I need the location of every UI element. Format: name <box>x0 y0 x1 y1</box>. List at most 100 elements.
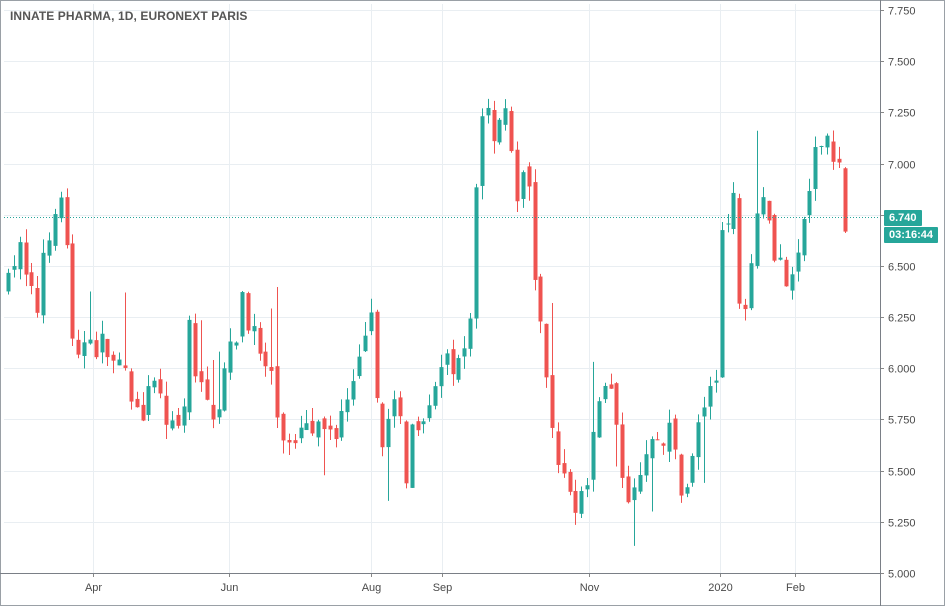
candle-body <box>281 413 286 441</box>
x-tick-label: Apr <box>85 582 102 594</box>
candle-body <box>550 375 555 428</box>
candle-body <box>568 471 573 492</box>
candle-body <box>521 172 526 199</box>
candle-body <box>813 147 818 189</box>
candle-body <box>544 323 549 378</box>
candle-body <box>533 182 538 280</box>
candle-body <box>94 340 99 358</box>
candle-body <box>88 339 93 344</box>
candle-body <box>299 427 304 439</box>
candle-body <box>70 243 75 339</box>
candle-body <box>790 274 795 291</box>
candle-body <box>416 421 421 431</box>
y-tick-label: 5.500 <box>888 467 916 479</box>
candle-body <box>35 288 40 313</box>
candle-body <box>65 197 70 246</box>
candle-body <box>228 341 233 373</box>
candle-body <box>538 276 543 322</box>
candle-body <box>451 349 456 375</box>
candle-body <box>761 197 766 215</box>
candle-body <box>579 491 584 514</box>
candle-body <box>328 425 333 430</box>
candle-body <box>667 422 672 452</box>
candle-body <box>322 418 327 430</box>
y-tick-label: 7.250 <box>888 108 916 120</box>
candle-body <box>76 339 81 355</box>
candle-body <box>345 399 350 413</box>
candle-body <box>807 191 812 216</box>
candle-body <box>556 431 561 465</box>
candle-body <box>375 311 380 399</box>
candle-body <box>609 384 614 389</box>
candle-body <box>796 252 801 272</box>
candle-body <box>18 242 23 270</box>
x-tick-label: Nov <box>580 582 600 594</box>
y-tick-label: 5.250 <box>888 518 916 530</box>
candle-body <box>456 358 461 380</box>
y-tick-label: 5.000 <box>888 569 916 581</box>
candle-body <box>708 386 713 407</box>
candle-body <box>492 110 497 142</box>
y-tick-label: 6.000 <box>888 364 916 376</box>
candle-body <box>778 257 783 260</box>
candle-body <box>234 342 239 346</box>
candle-body <box>275 366 280 418</box>
x-tick-label: Feb <box>786 582 805 594</box>
candle-body <box>187 319 192 413</box>
candle-body <box>468 318 473 349</box>
candle-body <box>620 424 625 478</box>
y-tick-label: 6.250 <box>888 313 916 325</box>
candle-body <box>263 351 268 367</box>
candle-body <box>141 404 146 421</box>
candle-body <box>802 218 807 256</box>
candle-body <box>831 141 836 162</box>
candle-body <box>334 428 339 440</box>
candle-body <box>363 335 368 352</box>
candle-body <box>111 354 116 361</box>
last-price-label: 6.740 <box>884 209 922 226</box>
candle-body <box>445 353 450 365</box>
candle-body <box>597 401 602 438</box>
candle-body <box>702 407 707 417</box>
candle-body <box>217 409 222 418</box>
candle-body <box>603 385 608 400</box>
candle-body <box>655 439 660 441</box>
candle-body <box>269 367 274 371</box>
x-tick-label: 2020 <box>708 582 732 594</box>
candle-body <box>825 135 830 148</box>
candle-body <box>749 263 754 309</box>
candle-body <box>123 365 128 368</box>
candle-body <box>258 327 263 354</box>
candle-body <box>743 304 748 310</box>
candle-body <box>410 424 415 488</box>
candle-body <box>497 119 502 143</box>
candle-body <box>720 230 725 378</box>
candle-body <box>246 293 251 331</box>
candle-body <box>755 213 760 266</box>
candle-body <box>784 259 789 287</box>
candle-body <box>509 111 514 152</box>
candle-body <box>310 420 315 434</box>
candle-body <box>193 323 198 377</box>
candle-body <box>433 386 438 406</box>
candle-body <box>158 379 163 394</box>
candle-body <box>351 381 356 400</box>
candle-body <box>205 379 210 400</box>
x-tick-label: Aug <box>362 582 382 594</box>
candle-body <box>638 474 643 492</box>
candle-body <box>53 214 58 246</box>
y-tick-label: 7.750 <box>888 6 916 18</box>
candle-body <box>562 463 567 474</box>
candle-body <box>626 476 631 503</box>
candle-body <box>146 386 151 415</box>
candle-body <box>386 418 391 448</box>
candle-body <box>24 242 29 275</box>
candle-body <box>527 166 532 187</box>
candle-body <box>316 421 321 438</box>
candle-body <box>404 421 409 484</box>
candle-body <box>135 398 140 408</box>
candle-body <box>392 399 397 417</box>
